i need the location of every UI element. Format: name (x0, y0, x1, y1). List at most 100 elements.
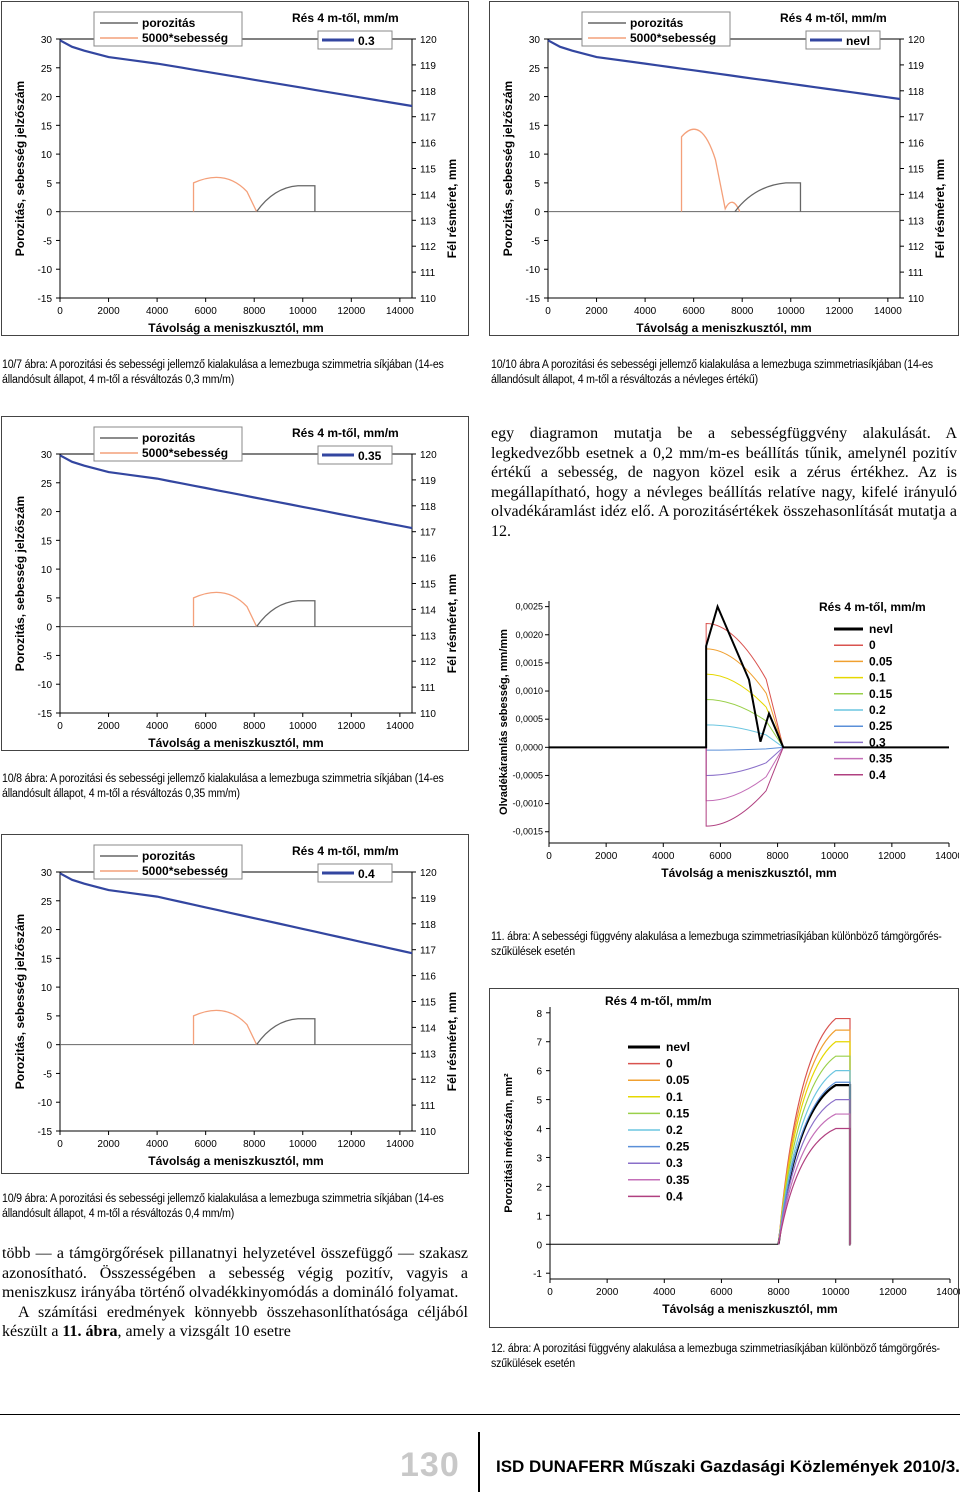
legend-label: 0.4 (666, 1189, 683, 1203)
series-line-0.35 (777, 1113, 851, 1245)
legend-label: 0.35 (869, 752, 893, 766)
x-tick-label: 4000 (146, 1139, 169, 1150)
gap-legend-label: nevl (846, 34, 870, 48)
y2-tick-label: 115 (908, 165, 924, 176)
legend-label: 0.3 (869, 735, 886, 749)
y2-tick-label: 119 (420, 894, 436, 905)
y2-tick-label: 112 (420, 242, 436, 253)
velocity-series-line (192, 591, 258, 627)
series-line-0.3 (705, 746, 784, 776)
y-tick-label: 3 (536, 1153, 542, 1164)
x-tick-label: 4000 (634, 306, 657, 317)
legend-box (93, 844, 243, 880)
legend-label: 0.15 (869, 687, 893, 701)
y-tick-label: 15 (41, 954, 53, 965)
x-tick-label: 0 (57, 306, 63, 317)
y-tick-label: 8 (536, 1009, 542, 1020)
y2-tick-label: 120 (420, 868, 437, 879)
y-tick-label: -10 (38, 265, 53, 276)
series-line-0.15 (705, 698, 784, 748)
y-tick-label: 10 (41, 983, 53, 994)
y-tick-label: 4 (536, 1125, 542, 1136)
y-tick-label: 0,0015 (515, 658, 543, 668)
series-line-0.25 (777, 1081, 851, 1245)
legend-label: 0.25 (869, 719, 893, 733)
legend-label: 0.1 (869, 671, 886, 685)
x-tick-label: 14000 (386, 1139, 414, 1150)
paragraph: A számítási eredmények könnyebb összehas… (2, 1303, 468, 1341)
y2-tick-label: 111 (420, 683, 436, 694)
y-tick-label: 5 (46, 179, 52, 190)
journal-title: ISD DUNAFERR Műszaki Gazdasági Közlemény… (496, 1457, 960, 1476)
y-tick-label: 20 (41, 93, 53, 104)
x-axis-label: Távolság a meniszkusztól, mm (661, 866, 836, 880)
gap-legend-box (317, 863, 393, 883)
y2-tick-label: 118 (908, 87, 924, 98)
y-tick-label: 0,0025 (515, 602, 543, 612)
x-tick-label: 0 (546, 851, 552, 862)
y-tick-label: -5 (43, 236, 52, 247)
x-axis-label: Távolság a meniszkusztól, mm (148, 321, 323, 335)
y2-tick-label: 112 (420, 1075, 436, 1086)
legend-label-porozitas: porozitás (142, 849, 196, 863)
x-tick-label: 2000 (97, 306, 120, 317)
gap-legend-label: 0.3 (358, 34, 375, 48)
y-tick-label: 0 (46, 1041, 52, 1052)
y-axis-label: Porozitás, sebesség jelzőszám (501, 81, 515, 256)
gap-series-line (59, 39, 413, 108)
caption-fig-10-8: 10/8 ábra: A porozitási és sebességi jel… (2, 773, 444, 800)
plot-area (59, 871, 413, 1132)
legend-label: 0.3 (666, 1156, 683, 1170)
y2-tick-label: 117 (420, 528, 436, 539)
y2-tick-label: 111 (420, 1101, 436, 1112)
y-tick-label: 20 (529, 93, 541, 104)
chart-fig-10-8: 30 25 20 15 10 5 0 -5 -10 -15 120 119 118 117 116 115 11… (1, 416, 469, 751)
caption-fig-10-7: 10/7 ábra: A porozitási és sebességi jel… (2, 359, 444, 386)
legend-box (93, 11, 243, 47)
caption-fig-10-10: 10/10 ábra A porozitási és sebességi jel… (491, 359, 933, 386)
x-tick-label: 8000 (243, 306, 266, 317)
legend-label: 0.05 (666, 1073, 690, 1087)
x-axis-label: Távolság a meniszkusztól, mm (636, 321, 811, 335)
paragraph: több — a támgörgőrések pillanatnyi helyz… (2, 1245, 468, 1302)
x-tick-label: 10000 (289, 721, 317, 732)
y2-tick-label: 117 (420, 946, 436, 957)
y2-tick-label: 110 (420, 294, 436, 305)
y2-tick-label: 118 (420, 87, 436, 98)
x-tick-label: 12000 (825, 306, 853, 317)
y-tick-label: 10 (41, 565, 53, 576)
y-tick-label: 7 (536, 1038, 542, 1049)
gap-series-line (547, 39, 901, 101)
y-tick-label: -0,0015 (512, 827, 543, 837)
y-tick-label: 0 (46, 208, 52, 219)
x-tick-label: 14000 (936, 1287, 960, 1298)
x-tick-label: 8000 (243, 721, 266, 732)
x-tick-label: 8000 (766, 851, 789, 862)
legend-label: nevl (869, 622, 893, 636)
plot-area (547, 38, 901, 299)
y2-tick-label: 113 (420, 216, 436, 227)
figure-ref: 11. ábra (62, 1323, 118, 1341)
y-tick-label: 30 (41, 35, 53, 46)
y2-tick-label: 116 (908, 139, 924, 150)
y2-tick-label: 120 (420, 35, 437, 46)
legend-label-sebesseg: 5000*sebesség (142, 31, 228, 45)
legend-label-sebesseg: 5000*sebesség (142, 446, 228, 460)
x-tick-label: 0 (547, 1287, 553, 1298)
y2-tick-label: 112 (420, 657, 436, 668)
x-tick-label: 4000 (653, 1287, 676, 1298)
y2-tick-label: 112 (908, 242, 924, 253)
y-tick-label: 10 (529, 150, 541, 161)
y2-tick-label: 113 (420, 1049, 436, 1060)
porosity-series-line (256, 1018, 316, 1046)
chart-fig-10-7: 30 25 20 15 10 5 0 -5 -10 -15 120 119 118 117 116 115 11… (1, 1, 469, 336)
legend-label: 0.2 (666, 1123, 683, 1137)
x-tick-label: 0 (57, 1139, 63, 1150)
y2-tick-label: 118 (420, 502, 436, 513)
legend-label: 0.1 (666, 1090, 683, 1104)
y-axis-label: Porozitás, sebesség jelzőszám (13, 496, 27, 671)
x-tick-label: 14000 (386, 721, 414, 732)
y2-tick-label: 111 (908, 268, 924, 279)
y-tick-label: 2 (536, 1182, 542, 1193)
y2-tick-label: 119 (908, 61, 924, 72)
